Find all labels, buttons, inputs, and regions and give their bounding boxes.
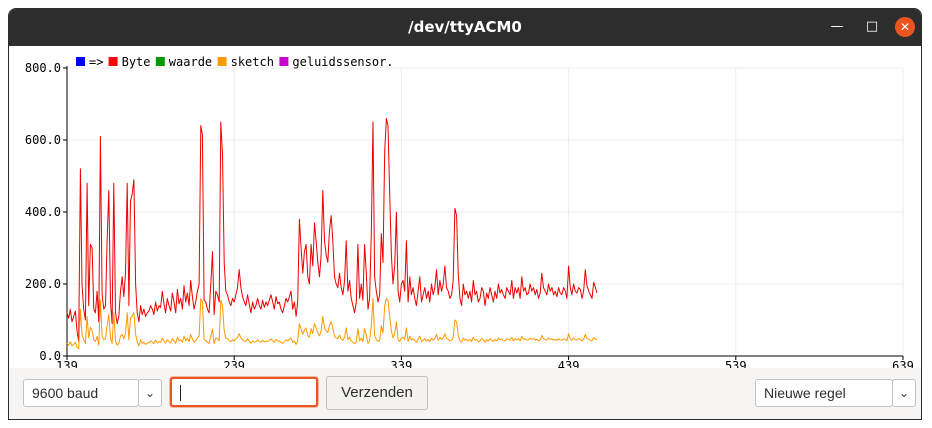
x-tick-label: 539 bbox=[725, 359, 747, 368]
close-icon[interactable]: ✕ bbox=[895, 17, 915, 37]
x-tick-label: 439 bbox=[558, 359, 580, 368]
y-tick-label: 400.0 bbox=[25, 205, 61, 219]
legend-swatch bbox=[279, 57, 289, 66]
line-ending-select[interactable]: Nieuwe regel bbox=[755, 379, 893, 407]
series-line-sketch bbox=[66, 297, 598, 350]
x-tick-labels: 139 239 339 439 539 639 bbox=[56, 356, 914, 368]
baud-rate-select[interactable]: 9600 baud bbox=[23, 379, 139, 407]
y-tick-label: 200.0 bbox=[25, 277, 61, 291]
legend-swatch bbox=[217, 57, 227, 66]
title-bar: /dev/ttyACM0 — □ ✕ bbox=[9, 9, 921, 46]
x-tick-label: 139 bbox=[56, 359, 78, 368]
axes bbox=[66, 66, 903, 357]
y-tick-labels: 0.0 200.0 400.0 600.0 800.0 bbox=[25, 61, 67, 363]
x-tick-label: 339 bbox=[391, 359, 413, 368]
legend-label: Byte bbox=[122, 55, 151, 69]
legend-label: => bbox=[89, 55, 103, 69]
grid-lines bbox=[66, 67, 904, 357]
send-button[interactable]: Verzenden bbox=[326, 376, 428, 410]
x-tick-label: 239 bbox=[223, 359, 245, 368]
minimize-icon[interactable]: — bbox=[830, 19, 844, 34]
baud-dropdown-chevron-down-icon[interactable]: ⌄ bbox=[138, 379, 162, 407]
line-ending-chevron-down-icon[interactable]: ⌄ bbox=[892, 379, 916, 407]
legend-swatch bbox=[155, 57, 165, 66]
maximize-icon[interactable]: □ bbox=[865, 19, 879, 34]
legend-label: waarde bbox=[169, 55, 212, 69]
legend-swatch bbox=[108, 57, 118, 66]
series-line-byte bbox=[66, 117, 598, 343]
serial-plot-chart: 0.0 200.0 400.0 600.0 800.0 139 239 339 439 539 6… bbox=[25, 55, 914, 368]
y-tick-label: 600.0 bbox=[25, 133, 61, 147]
text-caret bbox=[180, 385, 181, 401]
series-lines bbox=[66, 117, 598, 350]
legend-swatch bbox=[76, 57, 85, 66]
legend-label: sketch bbox=[231, 55, 274, 69]
legend-label: geluidssensor. bbox=[292, 55, 393, 69]
y-tick-label: 800.0 bbox=[25, 61, 61, 75]
control-bar: 9600 baud ⌄ Verzenden Nieuwe regel ⌄ bbox=[9, 368, 921, 419]
plot-area: 0.0 200.0 400.0 600.0 800.0 139 239 339 439 539 6… bbox=[9, 46, 921, 368]
x-tick-label: 639 bbox=[892, 359, 914, 368]
legend: => Byte waarde sketch geluidssensor. bbox=[76, 55, 394, 69]
serial-plotter-window: /dev/ttyACM0 — □ ✕ 0.0 200.0 400.0 600.0 800… bbox=[8, 8, 922, 420]
y-tick-label: 0.0 bbox=[39, 349, 61, 363]
send-input[interactable] bbox=[170, 377, 318, 407]
window-title: /dev/ttyACM0 bbox=[408, 18, 522, 36]
